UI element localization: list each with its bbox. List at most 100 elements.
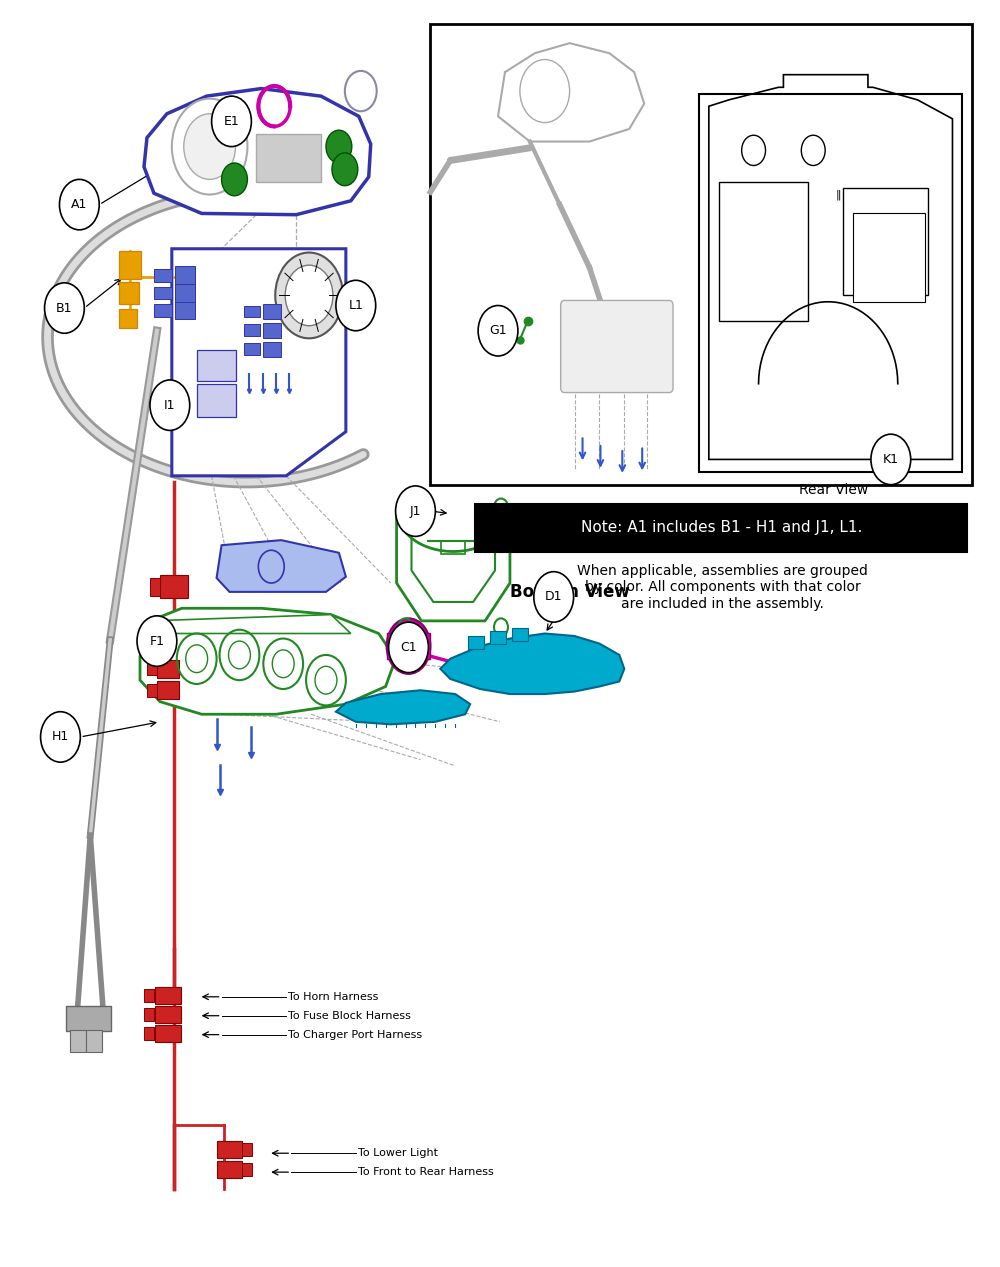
- Bar: [154, 304, 172, 317]
- Text: C1: C1: [400, 641, 417, 654]
- Bar: [430, 24, 972, 485]
- Text: When applicable, assemblies are grouped
by color. All components with that color: When applicable, assemblies are grouped …: [577, 564, 868, 611]
- Circle shape: [275, 252, 343, 338]
- Polygon shape: [172, 248, 346, 476]
- Circle shape: [387, 618, 430, 674]
- Circle shape: [336, 280, 376, 331]
- Text: To Horn Harness: To Horn Harness: [288, 992, 379, 1002]
- Text: L1: L1: [348, 299, 363, 312]
- Circle shape: [478, 305, 518, 356]
- Bar: [175, 302, 195, 319]
- Text: Rear View: Rear View: [799, 483, 868, 497]
- Bar: [263, 323, 281, 338]
- Circle shape: [59, 180, 99, 229]
- Bar: [843, 189, 928, 295]
- Bar: [441, 541, 465, 554]
- Text: A1: A1: [71, 198, 88, 212]
- Text: To Front to Rear Harness: To Front to Rear Harness: [358, 1167, 494, 1177]
- Text: J1: J1: [410, 504, 421, 518]
- Polygon shape: [440, 634, 624, 694]
- Text: ‖: ‖: [835, 189, 841, 200]
- Bar: [154, 286, 172, 299]
- Bar: [699, 94, 962, 473]
- Bar: [147, 663, 157, 675]
- Text: D1: D1: [545, 590, 562, 603]
- Bar: [160, 575, 188, 598]
- Text: Bottom View: Bottom View: [510, 583, 630, 601]
- Circle shape: [184, 114, 235, 180]
- Bar: [147, 684, 157, 697]
- Text: I1: I1: [164, 399, 176, 412]
- Circle shape: [150, 380, 190, 431]
- Bar: [155, 1025, 181, 1043]
- Text: E1: E1: [224, 115, 239, 128]
- Bar: [217, 1140, 242, 1158]
- Bar: [244, 324, 260, 336]
- Circle shape: [41, 712, 80, 763]
- Bar: [157, 660, 179, 678]
- Polygon shape: [140, 608, 396, 715]
- Circle shape: [399, 634, 418, 659]
- Bar: [119, 309, 137, 328]
- Bar: [144, 990, 154, 1002]
- Polygon shape: [336, 691, 470, 725]
- Circle shape: [534, 571, 574, 622]
- Bar: [144, 1028, 154, 1040]
- Bar: [175, 284, 195, 302]
- Text: To Charger Port Harness: To Charger Port Harness: [288, 1030, 422, 1040]
- Bar: [155, 987, 181, 1005]
- Text: H1: H1: [52, 731, 69, 744]
- Bar: [475, 503, 967, 551]
- Bar: [197, 384, 236, 417]
- Text: F1: F1: [149, 635, 164, 647]
- Text: B1: B1: [56, 302, 73, 314]
- Text: G1: G1: [489, 324, 507, 337]
- Circle shape: [326, 131, 352, 163]
- Bar: [155, 1006, 181, 1024]
- Text: To Lower Light: To Lower Light: [358, 1148, 438, 1158]
- Text: Note: A1 includes B1 - H1 and J1, L1.: Note: A1 includes B1 - H1 and J1, L1.: [581, 519, 862, 535]
- Bar: [119, 281, 139, 304]
- Bar: [144, 1009, 154, 1021]
- Bar: [263, 342, 281, 357]
- Circle shape: [45, 283, 84, 333]
- Circle shape: [396, 487, 435, 536]
- Bar: [853, 213, 925, 302]
- Bar: [244, 305, 260, 317]
- Circle shape: [212, 96, 251, 147]
- Bar: [256, 134, 321, 182]
- Bar: [217, 1161, 242, 1178]
- Polygon shape: [150, 614, 351, 634]
- Bar: [244, 343, 260, 355]
- Bar: [157, 682, 179, 699]
- Bar: [512, 628, 528, 641]
- Bar: [86, 1030, 102, 1053]
- Bar: [719, 182, 808, 321]
- Bar: [175, 266, 195, 284]
- Bar: [119, 251, 141, 279]
- Bar: [387, 634, 430, 659]
- Polygon shape: [144, 89, 371, 214]
- Circle shape: [137, 616, 177, 666]
- Circle shape: [332, 153, 358, 186]
- Bar: [263, 304, 281, 319]
- Polygon shape: [217, 540, 346, 592]
- FancyBboxPatch shape: [561, 300, 673, 393]
- Bar: [197, 350, 236, 381]
- Bar: [490, 631, 506, 644]
- Circle shape: [222, 163, 247, 196]
- Bar: [242, 1163, 252, 1176]
- Circle shape: [285, 265, 333, 326]
- Bar: [242, 1143, 252, 1156]
- Bar: [66, 1006, 111, 1031]
- Circle shape: [871, 435, 911, 485]
- Text: To Fuse Block Harness: To Fuse Block Harness: [288, 1011, 411, 1021]
- Text: K1: K1: [883, 452, 899, 466]
- Bar: [468, 636, 484, 649]
- Bar: [154, 269, 172, 281]
- Bar: [70, 1030, 86, 1053]
- Circle shape: [389, 622, 428, 673]
- Bar: [150, 578, 160, 595]
- Bar: [458, 656, 488, 672]
- Circle shape: [172, 99, 247, 195]
